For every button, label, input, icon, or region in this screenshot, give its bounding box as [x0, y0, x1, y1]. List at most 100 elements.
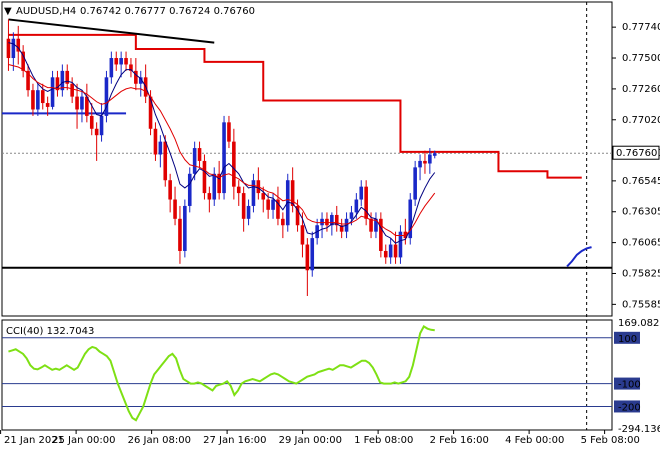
price-tick-label: 0.75585	[622, 299, 660, 310]
candle-body	[290, 180, 295, 206]
candle-body	[31, 90, 35, 110]
candle-body	[148, 96, 153, 129]
candle-body	[168, 180, 172, 200]
candle-body	[251, 180, 256, 206]
candle-body	[408, 199, 413, 239]
ma-fast-line	[8, 42, 436, 244]
candle-body	[236, 186, 241, 194]
cci-line	[8, 324, 435, 422]
candle-body	[202, 160, 207, 194]
symbol-label: AUDUSD,H4	[16, 6, 76, 17]
current-price-label: 0.76760	[616, 148, 657, 159]
candle-body	[261, 193, 266, 200]
candle-body	[281, 218, 285, 226]
candle-body	[36, 90, 40, 110]
candle-body	[187, 173, 192, 206]
candle-body	[207, 193, 212, 200]
candle-body	[374, 218, 378, 232]
candle-body	[60, 70, 65, 91]
candle-body	[398, 231, 403, 258]
candle-body	[158, 141, 163, 155]
candle-body	[349, 212, 354, 219]
candle-body	[6, 38, 11, 59]
candle-body	[11, 38, 16, 59]
candle-body	[325, 218, 329, 226]
candle-body	[138, 77, 143, 84]
price-tick-label: 0.75825	[622, 268, 660, 279]
price-tick-label: 0.77020	[622, 115, 660, 126]
candle-body	[305, 244, 310, 271]
candle-body	[183, 205, 187, 251]
candle-body	[109, 58, 114, 78]
candle-body	[383, 250, 388, 258]
candle-body	[21, 51, 25, 71]
candle-body	[359, 186, 364, 200]
candle-body	[369, 218, 373, 232]
candle-body	[16, 38, 21, 52]
time-tick-label: 29 Jan 00:00	[279, 435, 342, 446]
cci-level-tag	[614, 331, 640, 344]
ma-slow-line	[8, 63, 436, 237]
candlestick-series	[6, 19, 437, 296]
candle-body	[153, 128, 158, 155]
candle-body	[330, 214, 334, 226]
candle-body	[428, 154, 432, 164]
time-tick-label: 21 Jan 2021	[4, 435, 64, 446]
candle-body	[99, 115, 104, 136]
cci-level-tag	[614, 377, 640, 390]
cci-tick-label: 100	[618, 334, 637, 345]
candle-body	[94, 128, 99, 136]
symbol-arrow-icon: ▼	[4, 6, 12, 17]
resistance-step-line	[8, 33, 582, 179]
price-tick-label: 0.76065	[622, 238, 660, 249]
current-price-tag	[612, 145, 660, 160]
price-tick-label: 0.77260	[622, 84, 660, 95]
time-tick-label: 26 Jan 08:00	[128, 435, 191, 446]
candle-body	[192, 148, 197, 174]
candle-body	[276, 199, 280, 219]
cci-panel	[1, 319, 613, 431]
price-axis: 0.77740 0.77500 0.77260 0.77020 0.76760 0.765…	[612, 22, 660, 310]
candle-body	[241, 193, 246, 219]
candle-body	[246, 205, 251, 219]
candle-body	[222, 122, 226, 194]
candle-body	[50, 77, 55, 107]
candle-body	[432, 153, 437, 156]
candle-body	[75, 96, 79, 110]
candle-body	[379, 218, 383, 251]
candle-body	[124, 58, 128, 65]
candle-body	[393, 244, 398, 258]
price-tick-label: 0.77740	[622, 22, 660, 33]
candle-body	[339, 225, 344, 232]
candle-body	[173, 199, 177, 219]
candle-body	[104, 77, 109, 116]
cci-indicator-label: CCI(40) 132.7043	[6, 326, 94, 337]
candle-body	[227, 122, 231, 142]
cci-level-lines	[2, 337, 612, 407]
candle-body	[423, 160, 427, 164]
ma-partial-line	[566, 246, 592, 268]
candle-body	[418, 160, 422, 168]
candle-body	[364, 186, 368, 219]
time-tick-label: 2 Feb 16:00	[430, 435, 489, 446]
candle-body	[70, 83, 74, 97]
candle-body	[217, 173, 221, 194]
candle-body	[85, 96, 89, 116]
candle-body	[65, 70, 70, 84]
candle-body	[388, 244, 393, 258]
price-gridlines	[2, 2, 612, 430]
trendline	[8, 18, 215, 44]
candle-body	[178, 218, 182, 251]
ohlc-values: 0.76742 0.76777 0.76724 0.76760	[80, 6, 255, 17]
price-tick-label: 0.76545	[622, 176, 660, 187]
candle-body	[310, 238, 315, 271]
candle-body	[40, 90, 45, 104]
candle-body	[320, 218, 324, 226]
candle-body	[163, 141, 168, 181]
candle-body	[197, 148, 202, 161]
cci-tick-label: -100	[618, 380, 641, 391]
moving-average-lines	[8, 42, 592, 268]
price-tick-label: 0.77500	[622, 53, 660, 64]
